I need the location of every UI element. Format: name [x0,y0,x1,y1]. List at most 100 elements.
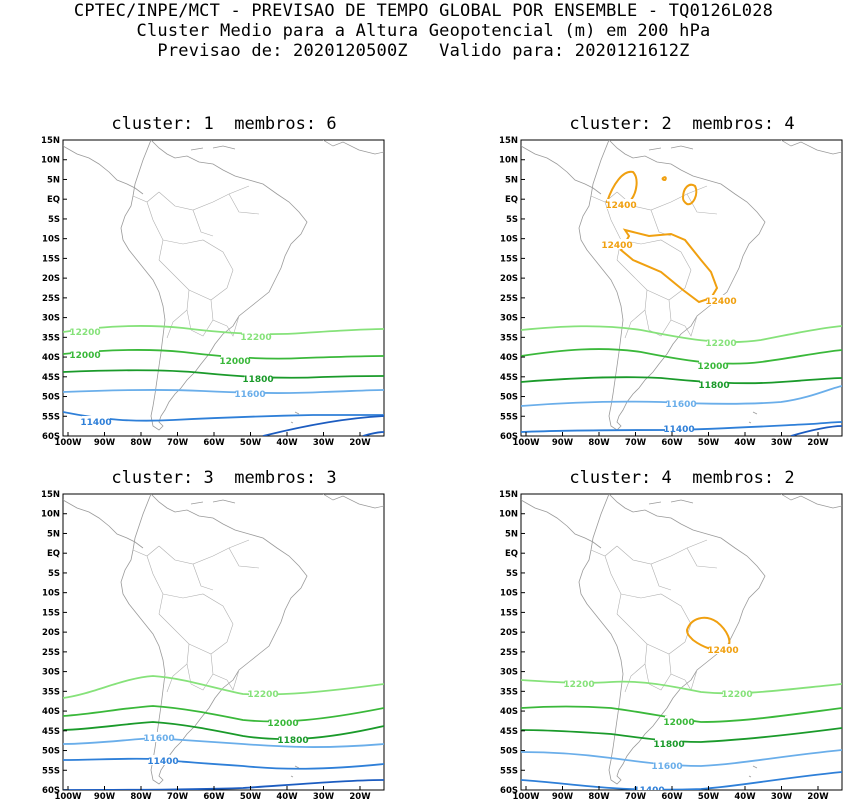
lat-tick-label: 10S [500,235,518,245]
lat-tick-label: 60S [500,786,518,796]
country-border [192,193,260,237]
contour-label: 12200 [247,690,278,700]
country-border [158,185,250,211]
lat-tick-label: 5N [47,529,60,539]
country-border [620,239,692,289]
contour-label: 12200 [69,328,100,338]
lat-tick-label: EQ [505,195,518,205]
country-border [684,315,698,337]
lat-tick-label: 10N [41,510,60,520]
contour-label-bg [279,734,307,744]
lon-tick-label: 50W [240,792,262,802]
contour-label: 11800 [242,375,273,385]
lat-tick-label: 25S [42,648,60,658]
lon-tick-label: 40W [734,792,756,802]
country-border [650,547,718,591]
lon-tick-label: 50W [698,438,720,448]
country-border [166,663,214,693]
lon-tick-label: 60W [203,438,225,448]
lat-tick-label: 35S [500,687,518,697]
contour-12200 [63,325,384,336]
lat-tick-label: 5S [506,569,518,579]
country-border [166,309,214,339]
contour-label-bg [653,760,681,770]
lat-tick-label: EQ [47,195,60,205]
lat-tick-label: EQ [47,549,60,559]
main-title: CPTEC/INPE/MCT - PREVISAO DE TEMPO GLOBA… [73,1,774,21]
contour-label: 12000 [69,351,100,361]
lat-tick-label: 55S [42,766,60,776]
lat-tick-label: 10S [42,589,60,599]
lon-tick-label: 80W [588,792,610,802]
lat-tick-label: 10S [500,589,518,599]
lat-tick-label: 25S [500,294,518,304]
contour-12200 [63,675,384,699]
central-america-outline [521,499,602,549]
lat-tick-label: 55S [500,766,518,776]
lat-tick-label: 15S [42,254,60,264]
contour-11800 [63,369,384,379]
contour-11400 [63,757,384,770]
lat-tick-label: 25S [42,294,60,304]
lon-tick-label: 30W [313,792,335,802]
lat-tick-label: 55S [42,412,60,422]
lon-tick-label: 90W [552,438,574,448]
contour-label-bg [655,738,683,748]
contour-label: 11600 [234,390,265,400]
africa-coast [322,494,384,509]
lat-tick-label: 10N [499,156,518,166]
contour-label-bg [242,331,270,341]
lon-tick-label: 90W [552,792,574,802]
lon-tick-label: 100W [512,438,540,448]
contour-label-bg [221,355,249,365]
panel-2-title: cluster: 2 membros: 4 [569,114,795,134]
lon-tick-label: 50W [240,438,262,448]
contour-label-bg [665,423,693,433]
lat-tick-label: 45S [42,727,60,737]
lat-tick-label: 40S [500,353,518,363]
contour-label: 11600 [665,400,696,410]
contour-label-bg [709,644,737,654]
contour-label-bg [71,326,99,336]
lat-tick-label: 30S [42,314,60,324]
lat-tick-label: 40S [42,353,60,363]
lon-tick-label: 80W [588,438,610,448]
contour-label-bg [700,379,728,389]
lat-tick-label: 40S [42,707,60,717]
lat-tick-label: 45S [42,373,60,383]
contour-label: 12200 [705,339,736,349]
panel-1-title: cluster: 1 membros: 6 [111,114,337,134]
lat-tick-label: EQ [505,549,518,559]
lon-tick-label: 100W [54,792,82,802]
contour-label-bg [149,755,177,765]
contour-label: 12000 [219,357,250,367]
lat-tick-label: 25S [500,648,518,658]
country-border [226,669,240,691]
lat-tick-label: 45S [500,373,518,383]
contour-label: 11600 [651,762,682,772]
contour-label: 12400 [601,241,632,251]
lat-tick-label: 10S [42,235,60,245]
central-america-outline [63,145,144,195]
contour-label: 11800 [698,381,729,391]
lon-tick-label: 60W [661,792,683,802]
country-border [616,539,708,565]
africa-coast [322,140,384,155]
country-border [192,547,260,591]
panel-3-title: cluster: 3 membros: 3 [111,468,337,488]
central-america-outline [63,499,144,549]
lat-tick-label: 15N [41,136,60,146]
contour-label: 12000 [267,719,298,729]
central-america-outline [521,145,602,195]
lat-tick-label: 35S [500,333,518,343]
lat-tick-label: 5S [506,215,518,225]
contour-label-bg [665,716,693,726]
contour-11400 [521,421,842,433]
contour-12000 [521,348,842,365]
contour-label: 12000 [697,362,728,372]
lat-tick-label: 60S [42,432,60,442]
contour-11800 [63,721,384,741]
contour-11400 [63,411,384,422]
